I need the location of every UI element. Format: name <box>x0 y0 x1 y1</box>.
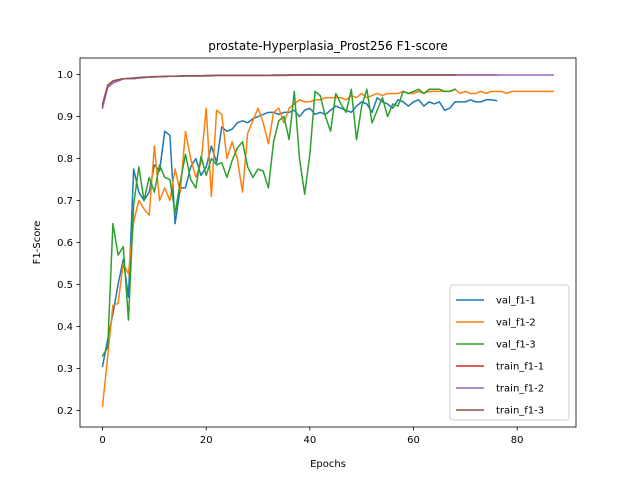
y-tick-label: 0.3 <box>57 364 73 375</box>
x-tick-label: 40 <box>303 435 316 446</box>
legend-label-train-f1-3: train_f1-3 <box>496 406 544 417</box>
chart-title: prostate-Hyperplasia_Prost256 F1-score <box>208 39 447 53</box>
y-axis-label: F1-Score <box>32 221 43 265</box>
y-tick-label: 0.4 <box>57 322 73 333</box>
y-tick-label: 0.6 <box>57 238 73 249</box>
legend-label-val-f1-3: val_f1-3 <box>496 340 536 351</box>
y-tick-label: 0.7 <box>57 196 73 207</box>
y-tick-label: 0.2 <box>57 406 73 417</box>
y-axis: 0.2 0.3 0.4 0.5 0.6 0.7 0.8 0.9 1.0 <box>57 70 80 417</box>
y-tick-label: 0.5 <box>57 280 73 291</box>
x-tick-label: 0 <box>99 435 105 446</box>
x-axis: 0 20 40 60 80 <box>99 427 524 446</box>
legend-items: val_f1-1 val_f1-2 val_f1-3 train_f1-1 train_… <box>456 296 544 417</box>
x-tick-label: 20 <box>200 435 213 446</box>
y-tick-label: 1.0 <box>57 70 73 81</box>
y-tick-label: 0.9 <box>57 112 73 123</box>
legend: val_f1-1 val_f1-2 val_f1-3 train_f1-1 train_… <box>449 284 570 421</box>
series-layer <box>101 74 555 408</box>
legend-label-val-f1-2: val_f1-2 <box>496 318 536 329</box>
series-line-val-f1-2 <box>101 88 555 408</box>
series-line-val-f1-1 <box>101 96 498 368</box>
legend-label-val-f1-1: val_f1-1 <box>496 296 536 307</box>
legend-label-train-f1-1: train_f1-1 <box>496 362 544 373</box>
y-tick-label: 0.8 <box>57 154 73 165</box>
legend-label-train-f1-2: train_f1-2 <box>496 384 544 395</box>
x-axis-label: Epochs <box>310 459 346 470</box>
x-tick-label: 80 <box>511 435 524 446</box>
legend-box <box>449 284 570 421</box>
x-tick-label: 60 <box>407 435 420 446</box>
series-line-train-f1-3 <box>101 74 456 105</box>
series-line-val-f1-3 <box>101 88 456 357</box>
